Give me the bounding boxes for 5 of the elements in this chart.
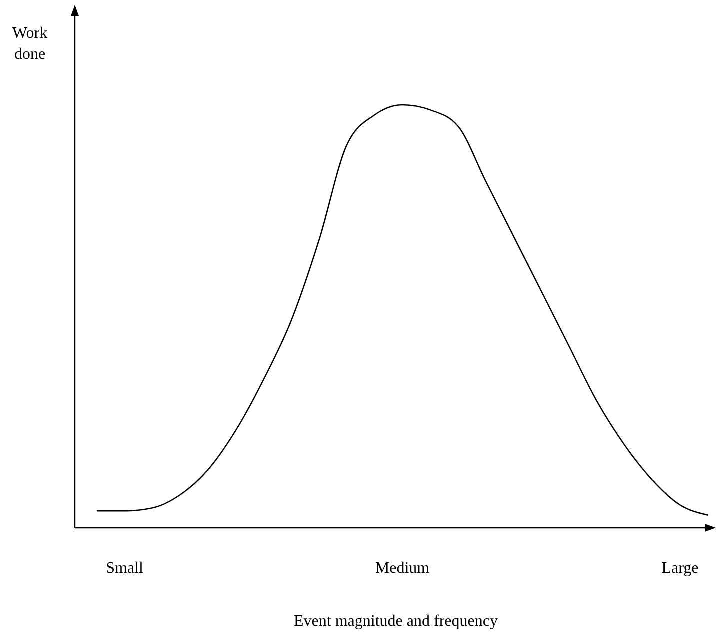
x-tick-label: Small (106, 560, 144, 577)
x-tick-label: Medium (375, 560, 430, 577)
x-axis-title: Event magnitude and frequency (294, 613, 498, 630)
x-tick-label: Large (662, 560, 699, 577)
y-axis-title: Work done (12, 25, 48, 63)
